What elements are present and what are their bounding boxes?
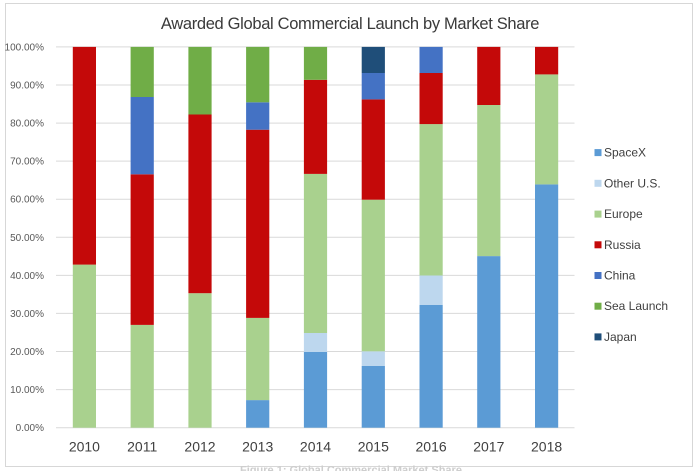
svg-text:2017: 2017 (473, 439, 504, 455)
svg-text:Other U.S.: Other U.S. (604, 176, 661, 190)
svg-text:0.00%: 0.00% (16, 423, 44, 434)
svg-text:Awarded Global Commercial Laun: Awarded Global Commercial Launch by Mark… (161, 15, 539, 33)
svg-text:20.00%: 20.00% (10, 347, 44, 358)
svg-text:60.00%: 60.00% (10, 195, 44, 206)
svg-text:China: China (604, 269, 636, 283)
svg-text:Europe: Europe (604, 207, 643, 221)
svg-text:30.00%: 30.00% (10, 309, 44, 320)
svg-text:50.00%: 50.00% (10, 233, 44, 244)
svg-text:Sea Launch: Sea Launch (604, 299, 668, 313)
svg-text:Japan: Japan (604, 330, 637, 344)
svg-text:2014: 2014 (300, 439, 331, 455)
svg-text:40.00%: 40.00% (10, 271, 44, 282)
svg-text:2011: 2011 (127, 439, 157, 455)
svg-text:100.00%: 100.00% (5, 42, 45, 53)
svg-text:90.00%: 90.00% (10, 81, 44, 92)
svg-text:70.00%: 70.00% (10, 157, 44, 168)
svg-text:SpaceX: SpaceX (604, 146, 646, 160)
svg-text:2016: 2016 (416, 439, 447, 455)
svg-text:10.00%: 10.00% (10, 385, 44, 396)
svg-text:2010: 2010 (69, 439, 100, 455)
svg-text:Russia: Russia (604, 238, 641, 252)
svg-text:2018: 2018 (531, 439, 562, 455)
svg-text:2013: 2013 (242, 439, 273, 455)
svg-text:2012: 2012 (184, 439, 215, 455)
svg-text:Figure 1: Global Commercial Ma: Figure 1: Global Commercial Market Share (240, 465, 462, 471)
svg-text:80.00%: 80.00% (10, 119, 44, 130)
svg-text:2015: 2015 (358, 439, 389, 455)
